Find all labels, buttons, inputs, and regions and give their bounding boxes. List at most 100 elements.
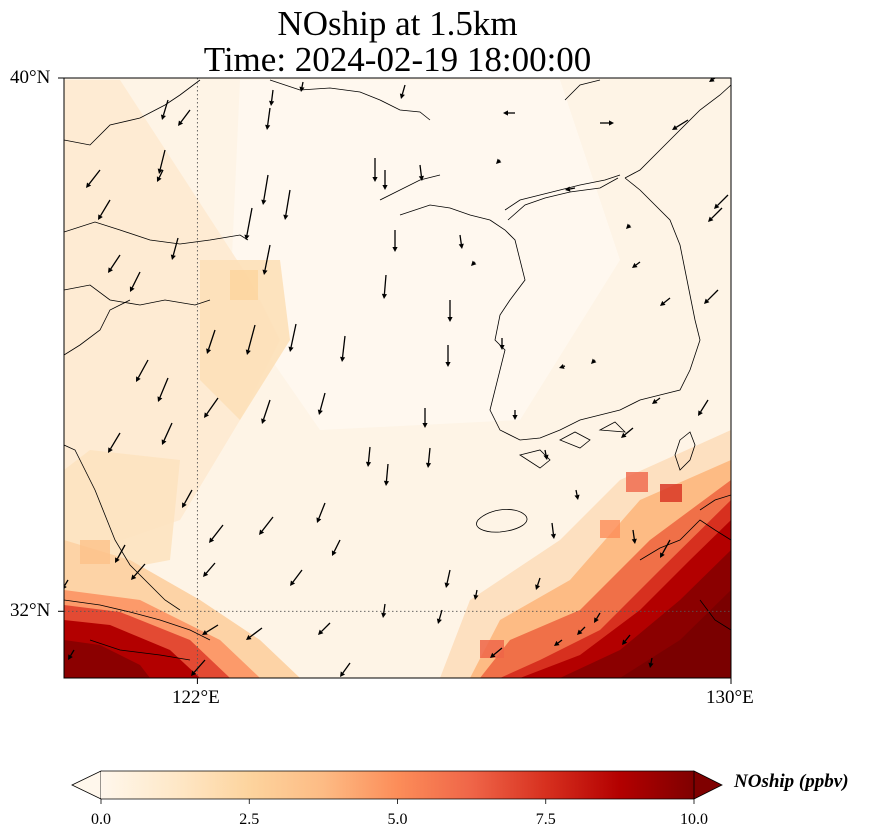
- y-tick-label: 32°N: [10, 600, 51, 621]
- wind-vector-head: [709, 78, 715, 82]
- wind-vector-shaft: [158, 169, 164, 178]
- wind-vector-head: [609, 120, 614, 126]
- wind-vector-shaft: [318, 502, 326, 519]
- wind-vector-shaft: [367, 446, 371, 463]
- wind-vector-shaft: [285, 189, 291, 216]
- wind-vector-shaft: [321, 622, 331, 632]
- wind-vector-head: [339, 356, 346, 362]
- x-tick-label: 130°E: [706, 687, 754, 708]
- wind-vector-head: [156, 176, 162, 182]
- wind-vector-shaft: [292, 569, 303, 583]
- wind-vector-shaft: [205, 562, 216, 574]
- wind-vector-head: [108, 267, 113, 273]
- wind-vector-head: [383, 480, 390, 486]
- wind-vector-shaft: [263, 174, 269, 201]
- wind-vector-head: [445, 362, 451, 367]
- wind-vector-head: [108, 447, 113, 453]
- wind-vector-head: [191, 670, 197, 676]
- wind-vector-shaft: [64, 579, 69, 587]
- wind-vector-head: [261, 418, 267, 424]
- wind-vector-head: [265, 124, 271, 130]
- wind-vector-shaft: [333, 539, 341, 552]
- wind-vector-shaft: [536, 577, 541, 586]
- wind-vector-head: [316, 517, 322, 523]
- wind-vector-shaft: [650, 657, 653, 664]
- colorbar-tick-label: 10.0: [680, 811, 708, 828]
- wind-vector-head: [283, 214, 289, 220]
- wind-vector-head: [317, 409, 323, 415]
- wind-vector-head: [591, 358, 597, 364]
- wind-vector-shaft: [663, 297, 671, 304]
- wind-vector-head: [161, 439, 167, 445]
- wind-vector-shaft: [575, 489, 578, 496]
- wind-vector-shaft: [446, 569, 451, 584]
- wind-vector-head: [290, 580, 296, 586]
- coastlines: [64, 79, 731, 661]
- wind-vector-shaft: [110, 254, 121, 270]
- wind-vector-shaft: [162, 99, 169, 116]
- wind-vector-shaft: [88, 169, 101, 185]
- wind-vector-head: [372, 177, 378, 182]
- wind-vector-shaft: [580, 626, 586, 632]
- wind-vector-shaft: [427, 447, 431, 464]
- y-tick-label: 40°N: [10, 67, 51, 88]
- wind-vector-head: [131, 574, 137, 580]
- colorbar-min-extend: [71, 770, 102, 800]
- wind-vectors: [64, 78, 729, 677]
- wind-vector-shaft: [319, 392, 326, 411]
- wind-vector-head: [203, 571, 209, 577]
- wind-vector-shaft: [493, 647, 503, 656]
- wind-vector-head: [365, 461, 372, 467]
- wind-vector-head: [698, 410, 703, 416]
- wind-vector-head: [157, 396, 163, 402]
- wind-vector-head: [381, 293, 388, 299]
- wind-vector-shaft: [205, 624, 219, 633]
- wind-vector-shaft: [551, 522, 555, 535]
- wind-vector-head: [559, 363, 565, 369]
- wind-vector-head: [382, 185, 388, 190]
- wind-vector-shaft: [675, 119, 689, 128]
- wind-vector-shaft: [385, 463, 389, 482]
- wind-vector-shaft: [264, 244, 271, 271]
- wind-vector-head: [499, 345, 505, 350]
- wind-vector-head: [399, 93, 405, 99]
- wind-vector-shaft: [100, 199, 111, 217]
- wind-vector-shaft: [401, 84, 406, 95]
- wind-vector-head: [269, 100, 275, 106]
- plot-frame: [63, 77, 732, 679]
- wind-vector-head: [288, 346, 294, 352]
- wind-vector-shaft: [110, 432, 121, 450]
- wind-vector-head: [594, 617, 599, 623]
- wind-vector-head: [98, 214, 103, 220]
- colorbar-ticks: [100, 799, 695, 804]
- chart-title-line2: Time: 2024-02-19 18:00:00: [203, 40, 592, 79]
- wind-vector-shaft: [262, 399, 271, 420]
- wind-vector-shaft: [163, 422, 173, 441]
- wind-vector-head: [129, 286, 135, 292]
- wind-vector-shaft: [301, 81, 304, 88]
- wind-vector-head: [444, 582, 450, 588]
- wind-vector-head: [68, 654, 73, 660]
- axis-ticks: [58, 77, 732, 684]
- wind-vector-head: [392, 247, 398, 252]
- wind-vector-shaft: [717, 194, 729, 206]
- wind-vector-shaft: [624, 427, 634, 436]
- wind-vector-head: [178, 120, 184, 126]
- wind-vector-head: [331, 550, 337, 556]
- wind-vector-shaft: [475, 589, 478, 596]
- wind-vector-shaft: [569, 187, 576, 190]
- wind-vector-head: [652, 398, 658, 404]
- wind-vector-shaft: [557, 639, 563, 644]
- wind-vector-shaft: [383, 603, 386, 614]
- wind-vector-head: [632, 262, 638, 268]
- wind-vector-head: [381, 612, 387, 618]
- chart-title-line1: NOship at 1.5km: [277, 4, 518, 43]
- wind-vector-shaft: [383, 274, 387, 295]
- wind-vector-head: [422, 423, 428, 428]
- wind-vector-head: [471, 260, 477, 266]
- wind-vector-head: [565, 186, 571, 192]
- wind-vector-head: [318, 629, 324, 635]
- wind-vector-shaft: [707, 289, 719, 301]
- wind-vector-shaft: [270, 89, 274, 102]
